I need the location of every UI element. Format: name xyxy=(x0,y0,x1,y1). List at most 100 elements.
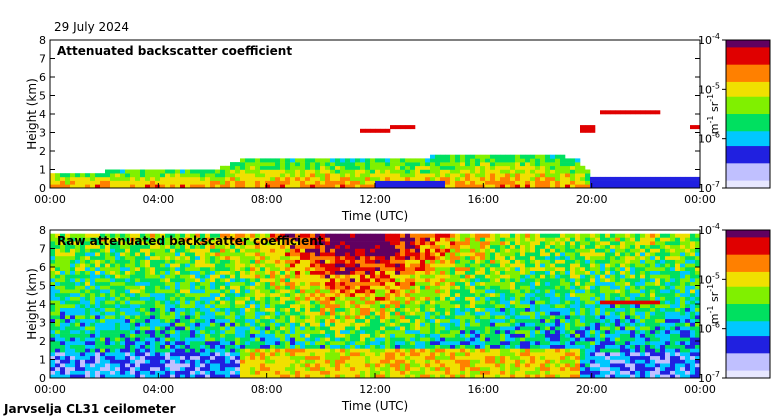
heatmap-cell xyxy=(295,165,301,170)
heatmap-cell xyxy=(395,355,401,360)
heatmap-cell xyxy=(535,359,541,364)
heatmap-cell xyxy=(380,322,386,327)
heatmap-cell xyxy=(200,233,206,238)
heatmap-cell xyxy=(530,374,536,379)
heatmap-cell xyxy=(220,352,226,357)
heatmap-cell xyxy=(365,359,371,364)
heatmap-cell xyxy=(105,341,111,345)
heatmap-cell xyxy=(470,278,476,283)
heatmap-cell xyxy=(60,233,66,238)
heatmap-cell xyxy=(530,267,536,271)
heatmap-cell xyxy=(140,348,146,353)
heatmap-cell xyxy=(495,270,501,275)
heatmap-cell xyxy=(415,259,421,264)
heatmap-cell xyxy=(85,311,91,316)
heatmap-cell xyxy=(300,344,306,349)
heatmap-cell xyxy=(65,296,71,301)
heatmap-cell xyxy=(310,263,316,268)
heatmap-cell xyxy=(340,318,346,323)
heatmap-cell xyxy=(195,337,201,342)
heatmap-cell xyxy=(320,270,326,275)
heatmap-cell xyxy=(140,289,146,294)
heatmap-cell xyxy=(390,352,396,357)
heatmap-cell xyxy=(200,359,206,364)
heatmap-cell xyxy=(305,366,311,371)
heatmap-cell xyxy=(320,300,326,305)
heatmap-cell xyxy=(440,263,446,268)
heatmap-cell xyxy=(355,162,361,167)
heatmap-cell xyxy=(290,241,296,246)
heatmap-cell xyxy=(55,359,61,364)
heatmap-cell xyxy=(390,322,396,327)
heatmap-cell xyxy=(70,359,76,364)
heatmap-cell xyxy=(265,307,271,312)
heatmap-cell xyxy=(415,233,421,238)
heatmap-cell xyxy=(340,326,346,331)
heatmap-cell xyxy=(375,322,381,327)
heatmap-cell xyxy=(390,363,396,368)
heatmap-cell xyxy=(260,165,266,170)
heatmap-cell xyxy=(240,366,246,371)
heatmap-cell xyxy=(220,315,226,320)
heatmap-cell xyxy=(275,184,281,189)
heatmap-cell xyxy=(435,304,441,308)
heatmap-cell xyxy=(125,259,131,264)
heatmap-cell xyxy=(165,259,171,264)
heatmap-cell xyxy=(125,274,131,279)
heatmap-cell xyxy=(235,333,241,338)
heatmap-cell xyxy=(385,158,391,163)
heatmap-cell xyxy=(95,180,101,185)
heatmap-cell xyxy=(125,252,131,257)
heatmap-cell xyxy=(470,173,476,178)
heatmap-cell xyxy=(505,233,511,238)
heatmap-cell xyxy=(650,180,656,185)
heatmap-cell xyxy=(150,259,156,264)
heatmap-cell xyxy=(70,366,76,371)
heatmap-cell xyxy=(455,263,461,268)
heatmap-cell xyxy=(65,248,71,253)
heatmap-cell xyxy=(295,333,301,338)
heatmap-cell xyxy=(365,281,371,286)
heatmap-cell xyxy=(250,300,256,305)
heatmap-cell xyxy=(55,344,61,349)
heatmap-cell xyxy=(515,255,521,260)
heatmap-cell xyxy=(65,252,71,257)
heatmap-cell xyxy=(295,180,301,185)
heatmap-cell xyxy=(420,158,426,163)
heatmap-cell xyxy=(305,374,311,379)
heatmap-cell xyxy=(345,244,351,249)
heatmap-cell xyxy=(315,244,321,249)
heatmap-cell xyxy=(110,344,116,349)
heatmap-cell xyxy=(385,370,391,375)
heatmap-cell xyxy=(495,344,501,349)
heatmap-cell xyxy=(280,173,286,178)
heatmap-cell xyxy=(140,341,146,345)
heatmap-cell xyxy=(370,311,376,316)
heatmap-cell xyxy=(135,252,141,257)
heatmap-cell xyxy=(235,255,241,260)
colorbar-cell xyxy=(726,109,770,112)
heatmap-cell xyxy=(310,233,316,238)
heatmap-cell xyxy=(545,274,551,279)
heatmap-cell xyxy=(545,348,551,353)
heatmap-cell xyxy=(540,304,546,308)
heatmap-cell xyxy=(415,255,421,260)
heatmap-cell xyxy=(505,285,511,290)
heatmap-cell xyxy=(285,252,291,257)
heatmap-cell xyxy=(215,363,221,368)
heatmap-cell xyxy=(520,169,526,174)
heatmap-cell xyxy=(180,169,186,174)
heatmap-cell xyxy=(245,355,251,360)
heatmap-cell xyxy=(145,318,151,323)
heatmap-cell xyxy=(60,180,66,185)
heatmap-cell xyxy=(305,233,311,238)
heatmap-cell xyxy=(445,180,451,185)
heatmap-cell xyxy=(125,359,131,364)
heatmap-cell xyxy=(385,363,391,368)
heatmap-cell xyxy=(215,292,221,297)
heatmap-cell xyxy=(515,267,521,271)
heatmap-cell xyxy=(545,233,551,238)
heatmap-cell xyxy=(320,176,326,181)
heatmap-cell xyxy=(365,128,371,133)
heatmap-cell xyxy=(540,244,546,249)
